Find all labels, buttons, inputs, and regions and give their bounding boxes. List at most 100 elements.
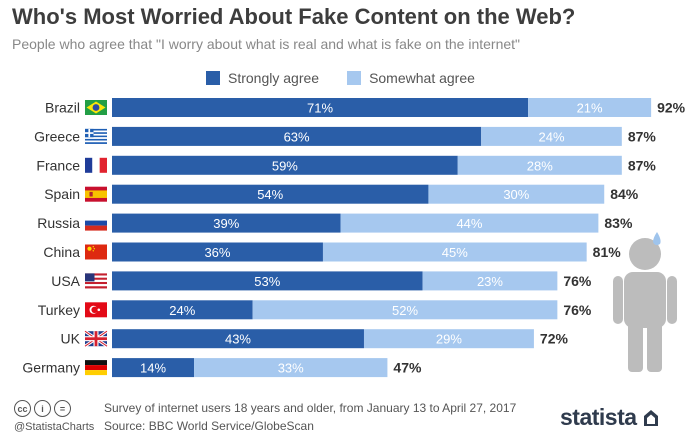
total-label: 87%	[628, 128, 657, 144]
uk-flag-icon	[84, 329, 108, 348]
data-label-strongly-agree: 24%	[169, 303, 195, 318]
attribution-icon: i	[34, 400, 51, 417]
data-label-strongly-agree: 36%	[204, 245, 230, 260]
bar-strongly-agree	[112, 155, 458, 175]
data-label-somewhat-agree: 44%	[456, 216, 482, 231]
bar-strongly-agree	[112, 98, 529, 117]
brazil-flag-icon	[85, 100, 107, 115]
data-label-strongly-agree: 54%	[257, 187, 283, 202]
total-label: 81%	[593, 244, 622, 260]
brand-name: statista	[560, 404, 637, 430]
france-flag-icon	[85, 157, 107, 173]
total-label: 76%	[563, 273, 592, 289]
statista-logo-mark-icon	[643, 409, 658, 426]
bar-somewhat-agree	[322, 242, 587, 262]
category-label: Brazil	[45, 100, 80, 116]
legend: Strongly agree Somewhat agree	[206, 70, 503, 86]
bar-somewhat-agree	[363, 329, 534, 349]
social-handle[interactable]: @StatistaCharts	[14, 421, 95, 433]
legend-swatch-strongly	[206, 71, 220, 85]
data-label-somewhat-agree: 28%	[527, 158, 553, 173]
data-label-somewhat-agree: 24%	[538, 129, 564, 144]
bar-somewhat-agree	[252, 300, 558, 320]
legend-label-strongly: Strongly agree	[228, 70, 320, 86]
total-label: 84%	[610, 186, 639, 202]
category-label: Germany	[22, 360, 80, 376]
data-label-strongly-agree: 53%	[254, 274, 280, 289]
chart-subtitle: People who agree that "I worry about wha…	[12, 36, 521, 52]
bar-somewhat-agree	[457, 155, 622, 175]
chart-title: Who's Most Worried About Fake Content on…	[12, 4, 576, 29]
data-label-somewhat-agree: 23%	[477, 274, 503, 289]
bar-strongly-agree	[112, 242, 323, 262]
bar-strongly-agree	[112, 213, 341, 233]
china-flag-icon	[85, 244, 107, 260]
bar-row: Russia 39% 44% 83%	[37, 213, 633, 233]
data-label-strongly-agree: 63%	[284, 129, 310, 144]
bar-strongly-agree	[112, 271, 423, 291]
data-label-strongly-agree: 59%	[272, 158, 298, 173]
total-label: 87%	[628, 157, 657, 173]
category-label: Turkey	[38, 302, 80, 318]
bar-row: Germany 14% 33% 47%	[22, 358, 422, 378]
survey-note: Survey of internet users 18 years and ol…	[104, 401, 517, 415]
legend-item-somewhat: Somewhat agree	[347, 70, 475, 86]
bar-row: Brazil 71% 21% 92%	[45, 98, 686, 117]
bar-row: China 36% 45% 81%	[43, 242, 622, 262]
legend-label-somewhat: Somewhat agree	[369, 70, 475, 86]
source-note: Source: BBC World Service/GlobeScan	[104, 419, 314, 433]
bar-somewhat-agree	[194, 358, 388, 378]
data-label-somewhat-agree: 21%	[577, 101, 603, 116]
category-label: USA	[51, 273, 80, 289]
total-label: 92%	[657, 100, 686, 116]
usa-flag-icon	[85, 273, 107, 289]
data-label-somewhat-agree: 33%	[278, 361, 304, 376]
bar-row: USA 53% 23% 76%	[51, 271, 592, 291]
bar-strongly-agree	[112, 300, 253, 320]
worried-person-icon	[613, 232, 677, 372]
germany-flag-icon	[85, 360, 107, 376]
bar-strongly-agree	[112, 184, 429, 204]
no-derivatives-icon: =	[54, 400, 71, 417]
spain-flag-icon	[85, 186, 107, 202]
bar-somewhat-agree	[422, 271, 558, 291]
data-label-somewhat-agree: 29%	[436, 332, 462, 347]
category-label: Spain	[44, 186, 80, 202]
data-label-strongly-agree: 71%	[307, 101, 333, 116]
total-label: 72%	[540, 331, 569, 347]
category-label: Greece	[34, 128, 80, 144]
bar-strongly-agree	[112, 126, 482, 146]
greece-flag-icon	[85, 128, 107, 144]
statista-logo[interactable]: statista	[560, 404, 660, 431]
category-label: France	[36, 157, 80, 173]
bar-row: France 59% 28% 87%	[36, 155, 657, 175]
total-label: 83%	[604, 215, 633, 231]
total-label: 47%	[393, 360, 422, 376]
data-label-strongly-agree: 39%	[213, 216, 239, 231]
bar-somewhat-agree	[481, 126, 622, 146]
bar-row: Turkey 24% 52% 76%	[38, 300, 592, 320]
bar-strongly-agree	[112, 329, 364, 349]
total-label: 76%	[563, 302, 592, 318]
bar-somewhat-agree	[340, 213, 599, 233]
license-icons: cc i =	[14, 400, 74, 417]
bar-strongly-agree	[112, 358, 195, 378]
category-label: China	[43, 244, 80, 260]
data-label-somewhat-agree: 30%	[503, 187, 529, 202]
data-label-strongly-agree: 43%	[225, 332, 251, 347]
russia-flag-icon	[85, 215, 107, 231]
data-label-somewhat-agree: 52%	[392, 303, 418, 318]
data-label-strongly-agree: 14%	[140, 361, 166, 376]
category-label: Russia	[37, 215, 80, 231]
bar-row: Spain 54% 30% 84%	[44, 184, 639, 204]
data-label-somewhat-agree: 45%	[442, 245, 468, 260]
legend-item-strongly: Strongly agree	[206, 70, 319, 86]
bar-somewhat-agree	[428, 184, 605, 204]
bar-somewhat-agree	[528, 98, 652, 117]
bar-row: Greece 63% 24% 87%	[34, 126, 657, 146]
bar-row: UK 43% 29% 72%	[61, 329, 569, 349]
stacked-bar-chart: Brazil 71% 21% 92% Greece 63% 24% 87% France 59% 2…	[22, 98, 686, 378]
turkey-flag-icon	[85, 302, 107, 318]
creative-commons-icon: cc	[14, 400, 31, 417]
category-label: UK	[61, 331, 81, 347]
